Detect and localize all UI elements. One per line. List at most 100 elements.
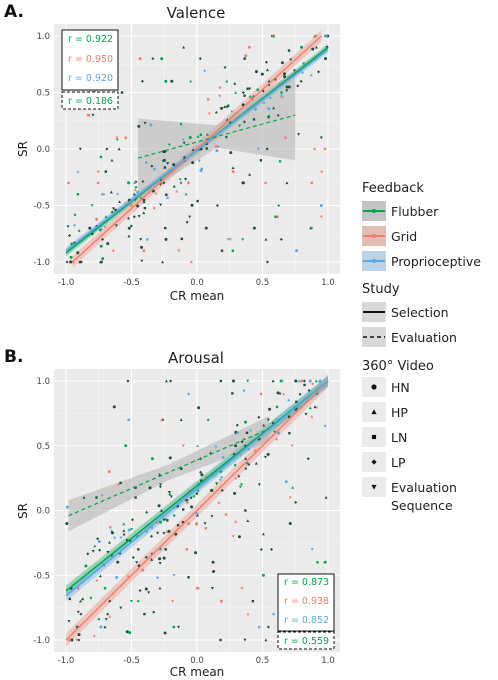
data-point — [182, 45, 186, 49]
data-point — [266, 418, 270, 422]
fit-line-grid-selection — [72, 35, 322, 263]
data-point — [107, 540, 111, 544]
data-point — [276, 391, 280, 395]
data-point — [280, 91, 283, 94]
data-point — [164, 226, 167, 230]
data-point — [259, 159, 263, 162]
data-point — [111, 249, 115, 253]
x-axis-label-valence: CR mean — [170, 289, 225, 303]
legend-dot-grid — [372, 234, 376, 238]
data-point — [166, 196, 169, 200]
data-point — [288, 432, 291, 435]
data-point — [65, 521, 69, 525]
chart-title-valence: Valence — [167, 4, 226, 22]
data-point — [184, 177, 188, 181]
data-point — [249, 429, 253, 433]
data-point — [141, 568, 145, 572]
data-point — [66, 225, 70, 229]
data-point — [138, 589, 142, 593]
data-point — [233, 82, 237, 85]
x-tick-label: -0.5 — [123, 278, 140, 288]
data-point — [242, 120, 246, 124]
y-tick-label: 0.5 — [36, 89, 50, 99]
data-point — [153, 167, 156, 171]
data-point — [199, 470, 203, 474]
data-point — [70, 638, 74, 642]
data-point — [262, 101, 266, 104]
legend-label-proprioceptive: Proprioceptive — [391, 254, 481, 269]
data-point — [108, 599, 112, 603]
data-point — [188, 136, 192, 140]
data-point — [182, 155, 186, 159]
data-point — [76, 610, 80, 614]
x-tick-label: 1.0 — [321, 656, 335, 666]
data-point — [169, 379, 173, 383]
legend-label-video: LP — [391, 455, 406, 470]
data-point — [150, 164, 154, 168]
data-point — [210, 515, 214, 518]
data-point — [294, 407, 298, 411]
data-point — [266, 625, 270, 629]
legend-marker-triangle-down — [371, 484, 377, 490]
data-point — [89, 596, 93, 600]
data-point — [220, 475, 224, 479]
data-point — [128, 631, 132, 635]
data-point — [241, 91, 245, 94]
data-point — [245, 431, 249, 434]
data-point — [220, 106, 224, 110]
data-point — [215, 204, 219, 207]
data-point — [279, 237, 283, 241]
data-point — [96, 537, 100, 541]
data-point — [172, 574, 176, 577]
data-point — [196, 199, 199, 203]
data-point — [266, 260, 270, 264]
data-point — [211, 560, 215, 564]
data-point — [172, 625, 175, 629]
data-point — [295, 400, 298, 404]
data-point — [317, 379, 321, 383]
data-point — [162, 556, 166, 560]
data-point — [285, 85, 289, 89]
data-point — [107, 470, 111, 474]
fit-line-flubber-evaluation — [68, 428, 270, 517]
data-point — [88, 226, 92, 230]
data-point — [231, 535, 235, 538]
data-point — [166, 519, 169, 522]
data-point — [162, 150, 166, 154]
data-point — [323, 424, 327, 428]
data-point — [119, 606, 123, 610]
data-point — [294, 379, 298, 383]
data-point — [280, 379, 284, 383]
data-point — [314, 45, 318, 49]
data-point — [283, 72, 287, 76]
data-point — [150, 534, 154, 538]
data-point — [143, 121, 147, 125]
data-point — [218, 94, 222, 98]
data-point — [177, 249, 181, 253]
data-point — [300, 379, 304, 383]
legend-item-video-triangle-up: HP — [362, 402, 408, 422]
data-point — [132, 192, 136, 196]
r-box-valence: r = 0.922 r = 0.950 r = 0.920 r = 0.186 — [61, 29, 119, 110]
legend-title-study: Study — [362, 282, 400, 297]
data-point — [158, 547, 162, 551]
data-point — [242, 389, 246, 393]
ticks-arousal: -1.0 -0.5 0.0 0.5 1.0 1.0 0.5 0.0 -0.5 -1.0 — [33, 377, 334, 666]
data-point — [267, 114, 271, 118]
data-point — [136, 190, 140, 194]
data-point — [150, 557, 154, 561]
data-point — [97, 617, 101, 621]
data-point — [145, 510, 149, 514]
data-point — [65, 260, 69, 264]
data-point — [246, 379, 250, 383]
data-point — [203, 69, 207, 73]
data-point — [196, 488, 200, 492]
data-point — [217, 501, 221, 505]
data-point — [246, 519, 250, 523]
data-point — [165, 193, 168, 196]
data-point — [95, 496, 98, 499]
data-point — [323, 147, 327, 151]
y-tick-label: -0.5 — [33, 571, 50, 581]
data-point — [310, 415, 314, 418]
legend-marker-triangle-up — [371, 409, 377, 415]
